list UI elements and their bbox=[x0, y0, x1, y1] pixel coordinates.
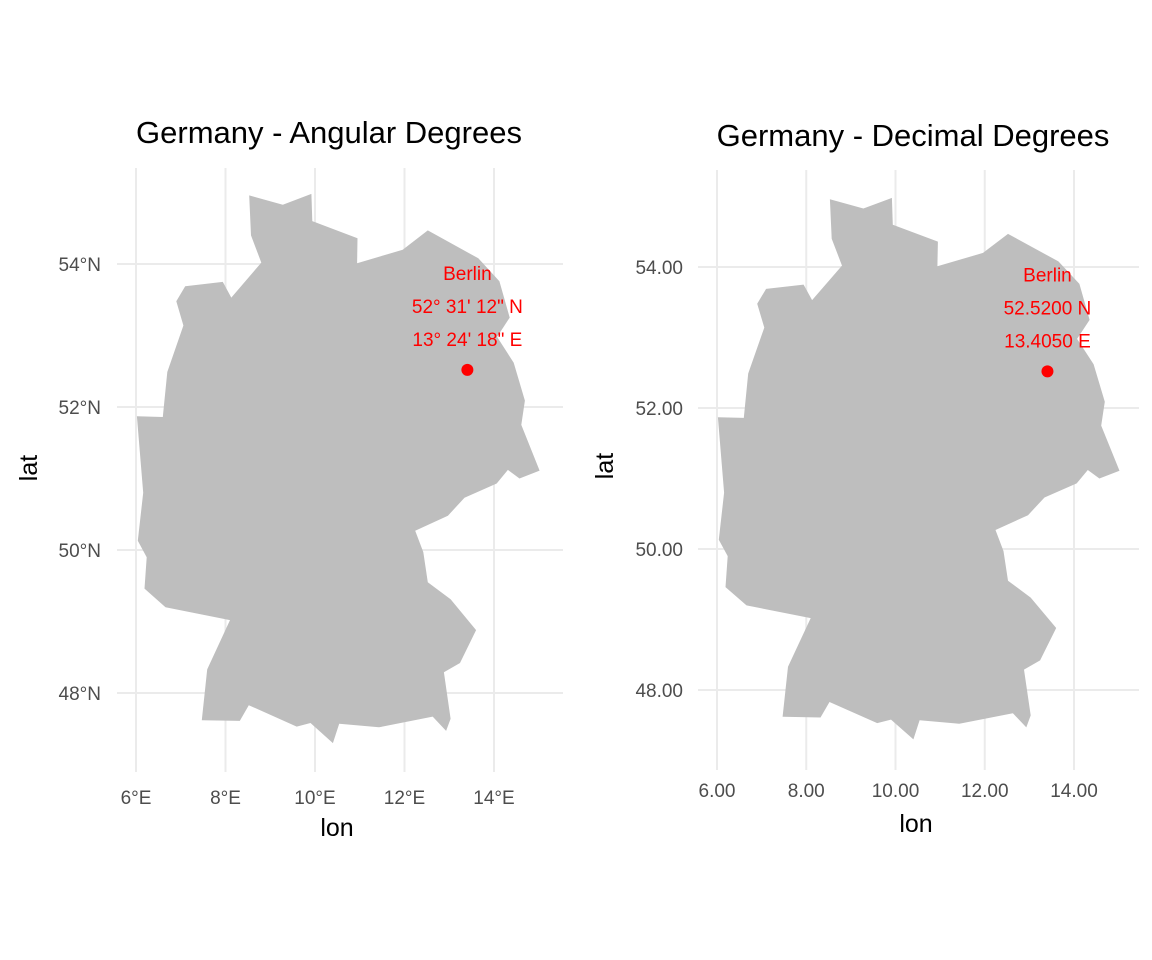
berlin-lon-label: 13° 24' 18" E bbox=[412, 330, 522, 351]
map-panel-angular: Germany - Angular Degrees Berlin 52° 31'… bbox=[15, 115, 563, 842]
x-tick-label: 8.00 bbox=[788, 781, 825, 802]
berlin-lat-label: 52° 31' 12" N bbox=[412, 297, 523, 318]
x-tick-label: 8°E bbox=[210, 788, 241, 809]
berlin-label: Berlin bbox=[1023, 265, 1072, 286]
berlin-point bbox=[1041, 365, 1054, 378]
x-tick-label: 10°E bbox=[294, 788, 335, 809]
x-axis-title: lon bbox=[899, 810, 932, 838]
x-tick-label: 14.00 bbox=[1050, 781, 1098, 802]
x-tick-label: 12.00 bbox=[961, 781, 1009, 802]
x-tick-label: 10.00 bbox=[872, 781, 920, 802]
x-tick-label: 12°E bbox=[384, 788, 425, 809]
panel-title: Germany - Angular Degrees bbox=[136, 115, 522, 150]
y-axis-ticks: 48°N 50°N 52°N 54°N bbox=[59, 255, 101, 705]
panel-title: Germany - Decimal Degrees bbox=[717, 118, 1110, 153]
y-axis-title: lat bbox=[15, 455, 43, 481]
x-axis-ticks: 6.00 8.00 10.00 12.00 14.00 bbox=[699, 781, 1098, 802]
y-tick-label: 50.00 bbox=[635, 540, 683, 561]
y-tick-label: 50°N bbox=[59, 541, 101, 562]
berlin-lon-label: 13.4050 E bbox=[1004, 331, 1091, 352]
germany-outline bbox=[136, 193, 540, 744]
berlin-lat-label: 52.5200 N bbox=[1004, 298, 1092, 319]
germany-outline bbox=[717, 197, 1120, 740]
x-tick-label: 6°E bbox=[121, 788, 152, 809]
y-tick-label: 48°N bbox=[59, 684, 101, 705]
x-tick-label: 14°E bbox=[473, 788, 514, 809]
x-axis-ticks: 6°E 8°E 10°E 12°E 14°E bbox=[121, 788, 515, 809]
x-axis-title: lon bbox=[320, 814, 353, 842]
y-tick-label: 52°N bbox=[59, 398, 101, 419]
y-axis-ticks: 48.00 50.00 52.00 54.00 bbox=[635, 258, 683, 702]
y-tick-label: 54.00 bbox=[635, 258, 683, 279]
berlin-label: Berlin bbox=[443, 264, 492, 285]
map-panel-decimal: Germany - Decimal Degrees Berlin 52.5200… bbox=[591, 118, 1139, 838]
y-tick-label: 54°N bbox=[59, 255, 101, 276]
berlin-point bbox=[461, 363, 474, 376]
x-tick-label: 6.00 bbox=[699, 781, 736, 802]
y-axis-title: lat bbox=[591, 453, 619, 479]
y-tick-label: 52.00 bbox=[635, 399, 683, 420]
y-tick-label: 48.00 bbox=[635, 681, 683, 702]
